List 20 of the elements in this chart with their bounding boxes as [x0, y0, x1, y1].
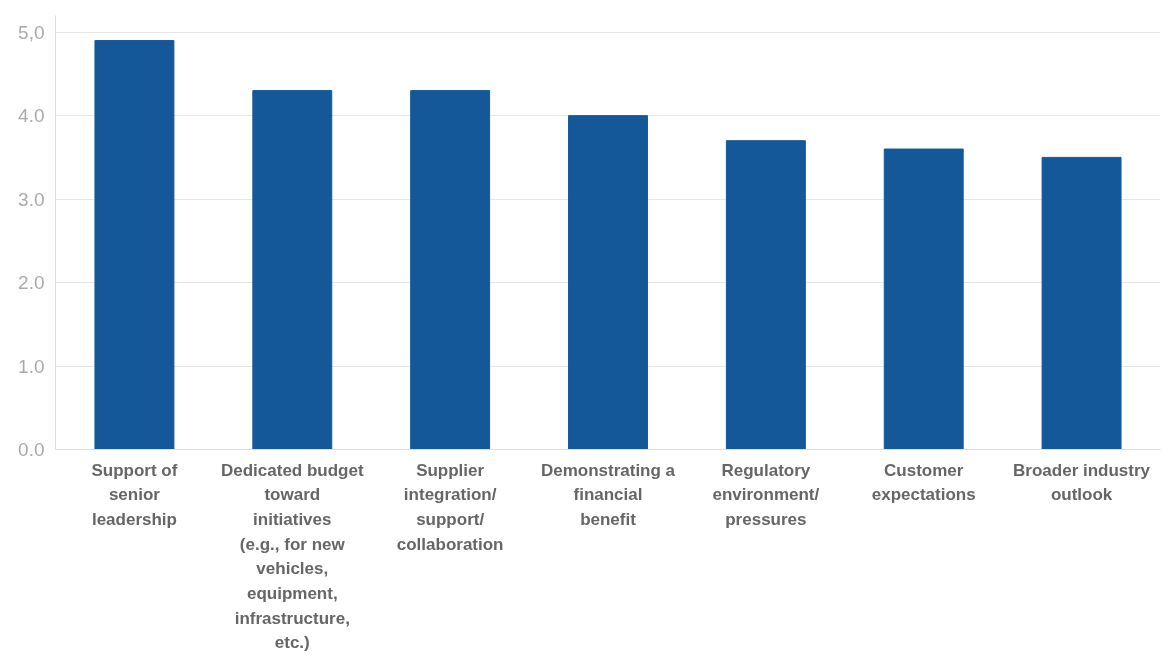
x-tick-label: Supplier integration/ support/ collaboration [396, 460, 504, 554]
y-tick-label: 2.0 [18, 272, 45, 294]
x-tick-label: Regulatory environment/ pressures [712, 460, 820, 529]
bar [725, 140, 806, 450]
bar [568, 115, 648, 450]
x-tick-label: Support of senior leadership [91, 460, 178, 529]
bar [1041, 156, 1122, 450]
bar [410, 90, 491, 450]
bar [94, 40, 175, 450]
y-tick-label: 1.0 [18, 355, 45, 377]
bar [883, 148, 964, 450]
x-tick-label: Dedicated budget toward initiatives (e.g., for new vehicles, equipment, infrastructure, etc.) [220, 460, 364, 653]
bar [252, 90, 333, 450]
y-tick-label: 4.0 [18, 105, 45, 127]
y-tick-label: 5,0 [18, 21, 45, 43]
x-tick-label: Customer expectations [871, 460, 976, 505]
x-tick-label: Demonstrating a financial benefit [540, 460, 676, 529]
x-tick-label: Broader industry outlook [1013, 460, 1151, 505]
y-tick-label: 3.0 [18, 188, 45, 210]
y-tick-label: 0.0 [18, 439, 45, 460]
